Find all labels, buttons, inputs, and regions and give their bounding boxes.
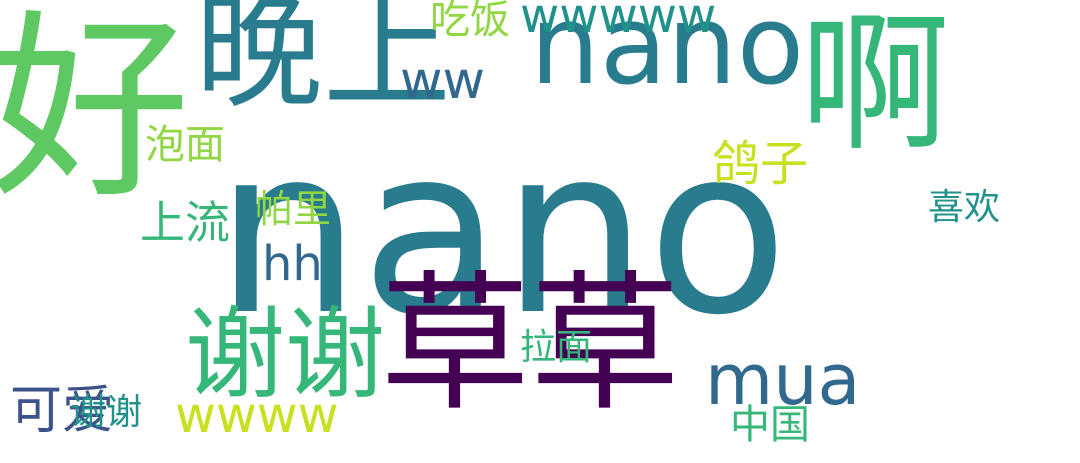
word: 喜欢 [928,187,1001,228]
word: 谢谢 [185,296,385,413]
word: 鸽子 [712,136,809,192]
word: wwwww [520,0,717,44]
word: nano [215,99,789,366]
word: 吃饭 [430,0,510,43]
word: 上流 [140,196,231,249]
word: 拉面 [520,327,593,368]
word: 中国 [730,402,810,448]
word: nano [530,0,805,109]
word: 泡面 [145,122,225,168]
word: 晚上 [195,0,452,126]
word: 草草 [380,258,681,432]
word: 帕里 [255,187,332,231]
word: mua [705,339,861,421]
word: 可爱 [10,381,115,441]
word: 啊 [800,0,951,172]
word: 好 [0,0,191,226]
word: wwww [175,386,339,444]
word: ww [400,51,486,111]
word: hh [262,236,323,292]
word: 谢谢 [70,392,143,433]
